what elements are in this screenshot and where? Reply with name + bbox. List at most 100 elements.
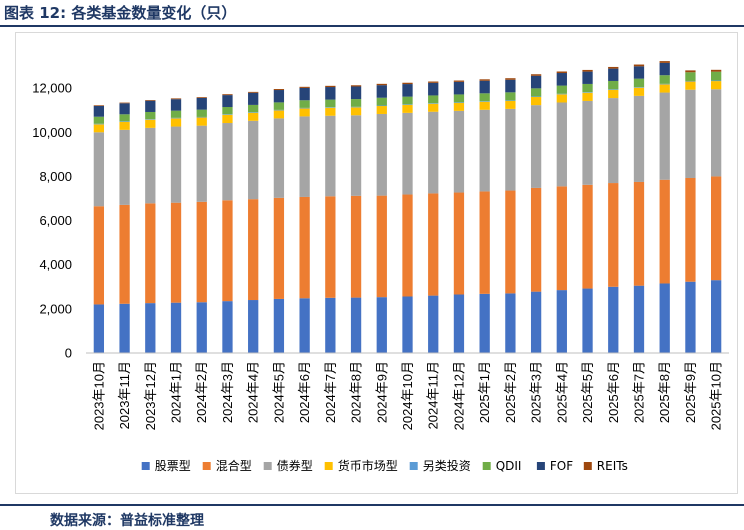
bar-segment-4 (145, 119, 156, 120)
bar-segment-5 (93, 116, 105, 124)
bar-segment-1 (659, 179, 670, 284)
bar-segment-3 (556, 94, 567, 103)
bar-segment-4 (711, 80, 722, 82)
bar-segment-2 (505, 108, 516, 191)
bar-segment-3 (222, 114, 233, 124)
bar-segment-7 (505, 78, 516, 80)
bar-segment-0 (196, 302, 207, 353)
bar-segment-7 (685, 70, 696, 73)
bar-segment-0 (170, 302, 182, 353)
bar-segment-6 (428, 82, 439, 96)
bar-segment-2 (402, 112, 413, 195)
bar-segment-7 (402, 82, 413, 85)
x-tick-label: 2025年8月 (657, 361, 672, 423)
bar-segment-1 (505, 190, 516, 294)
bar-segment-4 (325, 107, 336, 108)
stacked-bar-chart: 0 2,000 4,000 6,000 8,000 10,000 12,000 2023年10… (32, 61, 729, 473)
bar-segment-2 (453, 110, 465, 193)
bar-segment-6 (633, 66, 645, 79)
bar-segment-4 (248, 112, 259, 113)
bar-segment-3 (582, 92, 593, 101)
y-tick-label: 4,000 (39, 257, 72, 272)
bar-segment-7 (582, 69, 593, 72)
legend-label-0: 股票型 (155, 459, 191, 473)
bar-segment-6 (93, 105, 105, 117)
bar-segment-4 (299, 107, 310, 109)
y-tick-label: 0 (65, 346, 72, 361)
bar-segment-3 (711, 81, 722, 90)
bar-segment-6 (582, 71, 593, 84)
legend-label-3: 货币市场型 (338, 458, 398, 473)
bar-segment-6 (196, 97, 207, 110)
bar-segment-6 (145, 100, 156, 112)
bar-segment-4 (119, 121, 130, 122)
bar-segment-4 (273, 109, 285, 111)
bar-segment-1 (633, 181, 645, 286)
bar-segment-1 (119, 204, 130, 304)
x-tick-label: 2024年6月 (297, 361, 312, 423)
bar-segment-2 (222, 123, 233, 201)
bar-segment-7 (376, 83, 387, 86)
bar-segment-7 (453, 80, 465, 82)
bar-segment-3 (350, 107, 362, 116)
bar-segment-7 (222, 94, 233, 96)
x-tick-label: 2025年10月 (709, 361, 724, 430)
bar-segment-1 (402, 194, 413, 297)
bar-segment-1 (248, 199, 259, 301)
bar-segment-3 (685, 81, 696, 90)
bar-segment-4 (479, 101, 490, 102)
bar-segment-1 (299, 196, 310, 299)
legend-swatch-6 (536, 462, 545, 470)
bar-segment-2 (479, 109, 490, 192)
legend-label-1: 混合型 (216, 458, 252, 473)
bar-segment-3 (376, 106, 387, 114)
bar-segment-6 (248, 92, 259, 105)
bar-segment-5 (479, 93, 490, 102)
bar-segment-7 (428, 81, 439, 83)
bar-segment-7 (711, 69, 722, 72)
bar-segment-0 (350, 297, 362, 353)
bar-segment-3 (325, 107, 336, 116)
bar-segment-6 (556, 73, 567, 86)
bar-segment-4 (402, 104, 413, 105)
bar-segment-7 (248, 91, 259, 93)
bar-segment-7 (170, 98, 182, 100)
bar-segment-7 (145, 100, 156, 101)
bar-segment-0 (145, 303, 156, 353)
bar-segment-4 (633, 87, 645, 88)
bar-segment-5 (222, 107, 233, 115)
bar-segment-1 (685, 177, 696, 282)
top-divider (0, 25, 744, 27)
bar-segment-0 (119, 303, 130, 353)
bar-segment-0 (325, 297, 336, 353)
x-tick-label: 2024年5月 (271, 361, 286, 423)
bar-segment-4 (222, 114, 233, 115)
source-note: 数据来源：普益标准整理 (50, 513, 204, 529)
bar-segment-1 (273, 197, 285, 299)
bar-segment-0 (376, 297, 387, 353)
bar-segment-5 (505, 92, 516, 101)
bar-segment-4 (196, 116, 207, 118)
bar-segment-2 (248, 120, 259, 200)
y-tick-label: 6,000 (39, 213, 72, 228)
bar-segment-4 (608, 89, 619, 90)
bar-segment-1 (608, 183, 619, 287)
figure-title: 图表 12: 各类基金数量变化（只） (4, 4, 237, 22)
bar-segment-0 (633, 285, 645, 353)
bar-segment-2 (196, 125, 207, 202)
x-tick-label: 2024年10月 (400, 361, 415, 430)
bar-segment-3 (428, 103, 439, 112)
bar-segment-2 (119, 129, 130, 205)
legend-label-4: 另类投资 (423, 458, 471, 473)
bar-segment-0 (222, 301, 233, 353)
x-tick-label: 2025年6月 (606, 361, 621, 423)
bar-segment-7 (556, 71, 567, 74)
bar-segment-5 (633, 78, 645, 88)
bar-segment-5 (608, 80, 619, 90)
bar-segment-2 (633, 95, 645, 182)
bar-segment-7 (350, 85, 362, 87)
x-tick-label: 2025年2月 (503, 361, 518, 423)
legend-swatch-3 (324, 462, 333, 470)
bar-segment-0 (711, 280, 722, 353)
legend-label-6: FOF (550, 459, 573, 473)
